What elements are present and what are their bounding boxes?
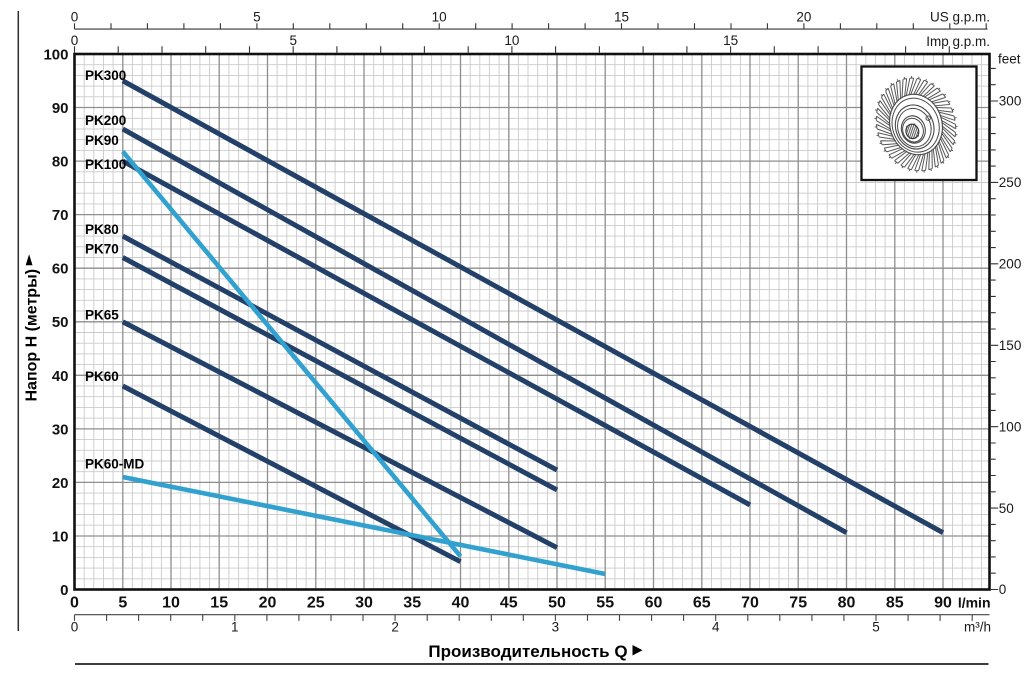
svg-text:5: 5 [289, 33, 297, 48]
svg-text:PK200: PK200 [85, 113, 126, 128]
svg-text:100: 100 [43, 47, 68, 64]
svg-text:90: 90 [52, 100, 69, 117]
svg-text:PK300: PK300 [85, 68, 126, 83]
svg-text:80: 80 [838, 595, 856, 612]
svg-text:PK60: PK60 [85, 369, 119, 384]
svg-text:10: 10 [504, 33, 519, 48]
svg-text:PK90: PK90 [85, 133, 119, 148]
svg-text:150: 150 [999, 338, 1022, 353]
svg-text:l/min: l/min [958, 595, 991, 611]
svg-text:15: 15 [723, 33, 738, 48]
svg-text:3: 3 [552, 620, 560, 635]
svg-text:55: 55 [596, 595, 614, 612]
svg-text:10: 10 [52, 529, 69, 546]
svg-text:90: 90 [934, 595, 952, 612]
svg-text:45: 45 [500, 595, 518, 612]
svg-text:40: 40 [452, 595, 470, 612]
svg-text:80: 80 [52, 154, 69, 171]
svg-text:50: 50 [548, 595, 566, 612]
svg-text:5: 5 [118, 595, 127, 612]
svg-text:5: 5 [253, 9, 261, 24]
svg-text:20: 20 [259, 595, 277, 612]
svg-text:m³/h: m³/h [964, 620, 991, 635]
svg-text:0: 0 [71, 9, 79, 24]
svg-text:15: 15 [614, 9, 629, 24]
svg-text:40: 40 [52, 368, 69, 385]
svg-text:20: 20 [796, 9, 811, 24]
svg-text:35: 35 [403, 595, 421, 612]
svg-text:PK60-MD: PK60-MD [85, 457, 145, 472]
svg-text:65: 65 [693, 595, 711, 612]
svg-text:PK100: PK100 [85, 157, 126, 172]
svg-text:0: 0 [60, 582, 68, 599]
svg-text:20: 20 [52, 475, 69, 492]
svg-text:4: 4 [712, 620, 720, 635]
svg-text:15: 15 [210, 595, 228, 612]
svg-text:Напор H (метры): Напор H (метры) [23, 269, 40, 402]
svg-text:70: 70 [741, 595, 759, 612]
svg-text:PK70: PK70 [85, 242, 119, 257]
svg-text:60: 60 [52, 261, 69, 278]
svg-text:50: 50 [999, 501, 1014, 516]
svg-text:0: 0 [71, 33, 79, 48]
svg-text:30: 30 [355, 595, 373, 612]
svg-text:Imp g.p.m.: Imp g.p.m. [926, 34, 990, 49]
svg-text:0: 0 [70, 595, 79, 612]
svg-text:2: 2 [391, 620, 399, 635]
svg-text:60: 60 [645, 595, 663, 612]
svg-text:10: 10 [432, 9, 447, 24]
svg-text:0: 0 [999, 582, 1007, 597]
svg-text:200: 200 [999, 257, 1022, 272]
svg-text:0: 0 [71, 620, 79, 635]
svg-text:US g.p.m.: US g.p.m. [930, 10, 990, 25]
svg-text:250: 250 [999, 175, 1022, 190]
svg-text:50: 50 [52, 314, 69, 331]
svg-text:10: 10 [162, 595, 180, 612]
svg-text:85: 85 [886, 595, 904, 612]
svg-text:5: 5 [872, 620, 880, 635]
svg-text:1: 1 [231, 620, 239, 635]
svg-text:30: 30 [52, 421, 69, 438]
svg-text:25: 25 [307, 595, 325, 612]
svg-text:feet: feet [998, 52, 1021, 67]
svg-text:Производительность Q: Производительность Q [428, 642, 627, 661]
svg-text:PK65: PK65 [85, 308, 119, 323]
svg-text:PK80: PK80 [85, 222, 119, 237]
svg-text:100: 100 [999, 419, 1022, 434]
svg-text:75: 75 [789, 595, 807, 612]
svg-text:300: 300 [999, 94, 1022, 109]
svg-text:70: 70 [52, 207, 69, 224]
